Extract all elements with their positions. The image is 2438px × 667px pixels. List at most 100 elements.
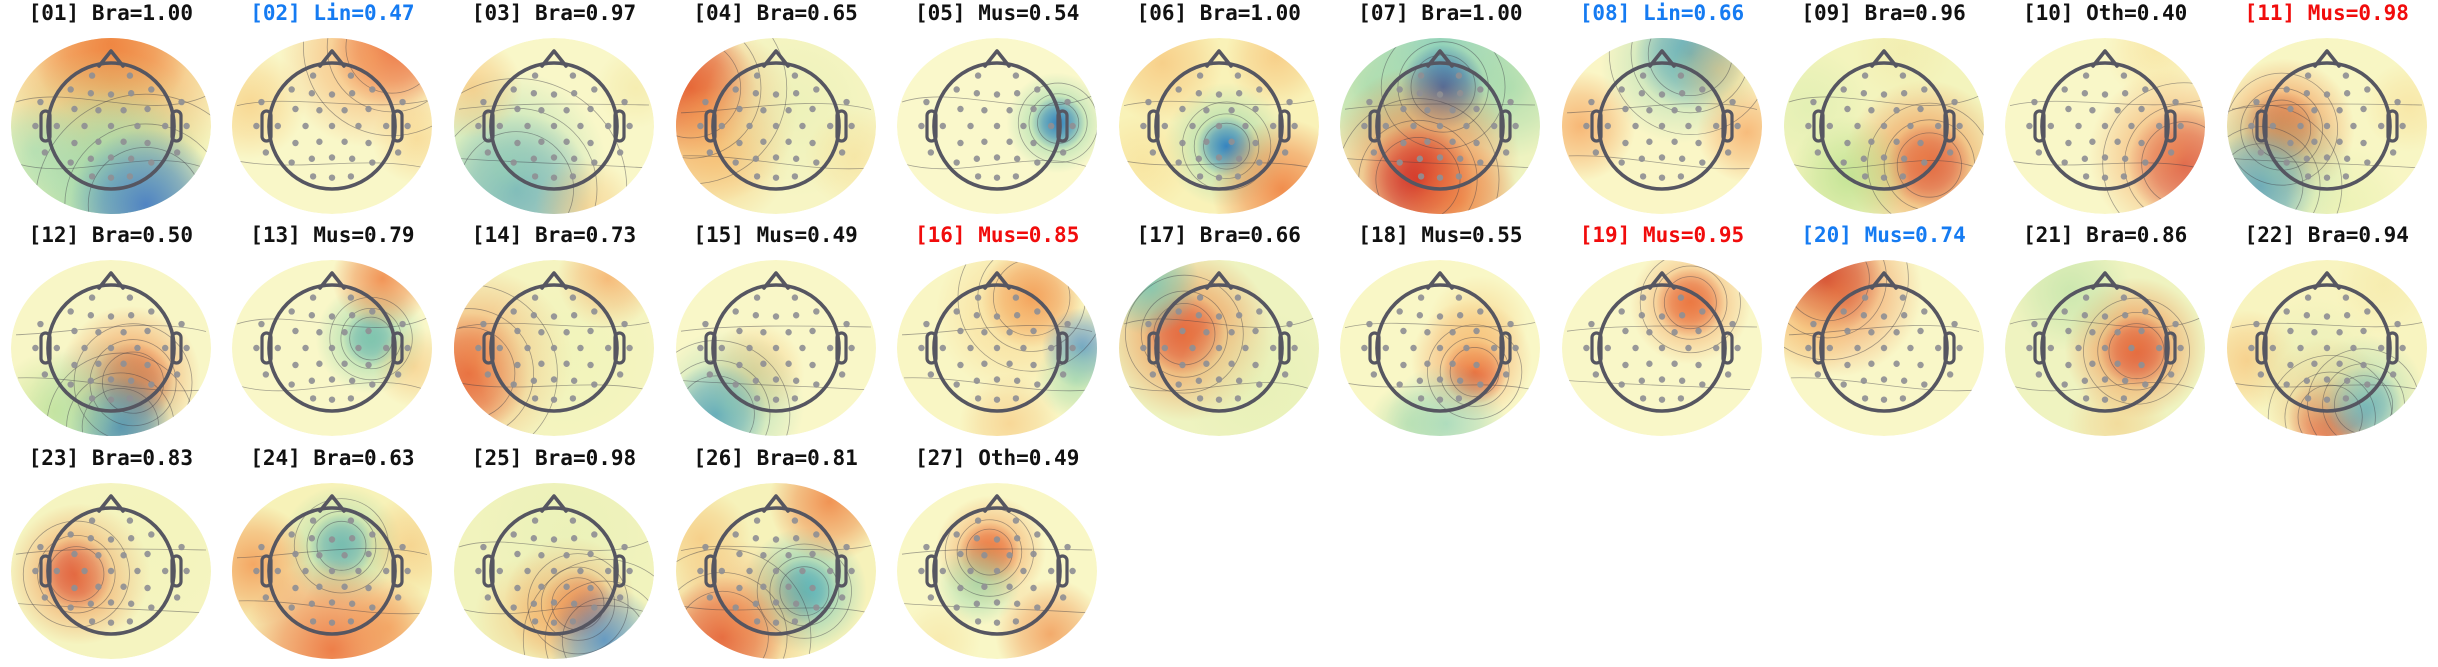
electrode-dot	[2101, 174, 2109, 181]
electrode-dot	[1916, 105, 1924, 113]
electrode-dot	[94, 360, 102, 368]
electrode-dot	[1030, 328, 1037, 335]
nose-outline	[318, 49, 347, 68]
electrode-dot	[120, 329, 127, 336]
nose-outline	[1204, 49, 1233, 68]
electrode-dot	[1048, 345, 1055, 352]
electrode-dot	[759, 583, 767, 590]
electrode-dot	[1592, 149, 1600, 156]
electrode-dot	[365, 550, 373, 557]
electrode-dot	[538, 360, 545, 368]
electrode-dot	[2142, 308, 2149, 315]
electrode-dot	[87, 534, 94, 542]
electrode-dot	[134, 567, 141, 574]
electrode-dot	[1860, 155, 1867, 162]
electrode-dot	[591, 603, 598, 611]
topomap	[232, 38, 433, 214]
head-outline	[1153, 283, 1284, 414]
electrode-dot	[826, 567, 833, 574]
electrode-dot	[1814, 149, 1821, 156]
electrode-dot	[496, 122, 504, 130]
electrode-dot	[1437, 396, 1444, 404]
electrode-dot	[1734, 345, 1741, 352]
electrode-dot	[395, 593, 402, 601]
electrode-dot	[550, 619, 558, 626]
electrode-dot	[550, 345, 558, 352]
electrode-dot	[348, 173, 355, 180]
head-outline	[489, 283, 619, 414]
electrode-dot	[1048, 567, 1055, 574]
left-ear-outline	[925, 553, 938, 588]
electrode-dot	[88, 516, 96, 524]
electrode-dot	[1006, 551, 1013, 559]
topomap-cell-24: [24] Bra=0.63	[222, 445, 444, 667]
electrode-dot	[1161, 122, 1168, 130]
electrode-dot	[87, 377, 94, 385]
electrode-dot	[1900, 312, 1907, 319]
electrode-dot	[341, 107, 349, 114]
electrode-dot	[2286, 362, 2294, 369]
electrode-dot	[2065, 139, 2072, 147]
electrode-dot	[735, 584, 743, 591]
component-label: [03] Bra=0.97	[471, 1, 637, 25]
electrode-dot	[348, 72, 355, 79]
electrode-dot	[530, 312, 538, 319]
electrode-dot	[735, 362, 743, 369]
electrode-dot	[1671, 329, 1678, 336]
electrode-dot	[329, 91, 336, 98]
electrode-dot	[2269, 345, 2276, 352]
electrode-dot	[1900, 155, 1907, 162]
electrode-dot	[1286, 98, 1293, 106]
electrode-dot	[550, 91, 558, 98]
left-ear-outline	[260, 109, 273, 143]
topomap	[1340, 38, 1541, 214]
electrode-dot	[1457, 90, 1464, 97]
electrode-dot	[1012, 173, 1020, 180]
electrode-dot	[2081, 377, 2089, 385]
topomap-cell-17: [17] Bra=0.66	[1108, 222, 1330, 444]
topomap-cell-08: [08] Lin=0.66	[1551, 0, 1773, 222]
electrode-dot	[563, 107, 570, 114]
electrode-dot	[1252, 362, 1259, 369]
electrode-dot	[341, 329, 349, 336]
electrode-dot	[67, 603, 74, 611]
electrode-dot	[2101, 313, 2109, 320]
nose-outline	[2091, 271, 2119, 291]
electrode-dot	[2394, 321, 2401, 328]
electrode-dot	[2065, 105, 2072, 113]
electrode-dot	[1006, 138, 1013, 145]
electrode-dot	[2363, 159, 2371, 166]
electrode-dot	[735, 105, 743, 113]
electrode-dot	[2031, 321, 2038, 328]
electrode-dot	[1880, 313, 1887, 320]
electrode-dot	[1069, 567, 1076, 574]
electrode-dot	[67, 308, 74, 315]
electrode-dot	[178, 98, 185, 106]
electrode-dot	[1463, 345, 1471, 352]
nose-outline	[1648, 49, 1676, 68]
electrode-dot	[1946, 371, 1953, 378]
topomap	[1561, 38, 1762, 214]
nose-outline	[761, 493, 790, 513]
topomap	[1783, 260, 1984, 437]
right-ear-outline	[1942, 331, 1956, 365]
electrode-dot	[2047, 345, 2055, 352]
electrode-dot	[1473, 105, 1481, 113]
electrode-dot	[1196, 395, 1204, 402]
electrode-dot	[798, 345, 806, 352]
topomap	[232, 260, 433, 437]
left-ear-outline	[1147, 331, 1160, 365]
electrode-dot	[745, 122, 753, 130]
electrode-dot	[183, 345, 190, 352]
electrode-dot	[1867, 138, 1875, 145]
electrode-dot	[1195, 312, 1202, 319]
electrode-dot	[1658, 91, 1666, 98]
component-label: [16] Mus=0.85	[914, 223, 1080, 248]
electrode-dot	[591, 530, 598, 538]
electrode-dot	[550, 598, 558, 606]
electrode-dot	[1946, 149, 1953, 156]
electrode-dot	[701, 98, 709, 106]
electrode-dot	[107, 598, 114, 606]
electrode-dot	[696, 345, 704, 352]
electrode-dot	[591, 86, 598, 93]
